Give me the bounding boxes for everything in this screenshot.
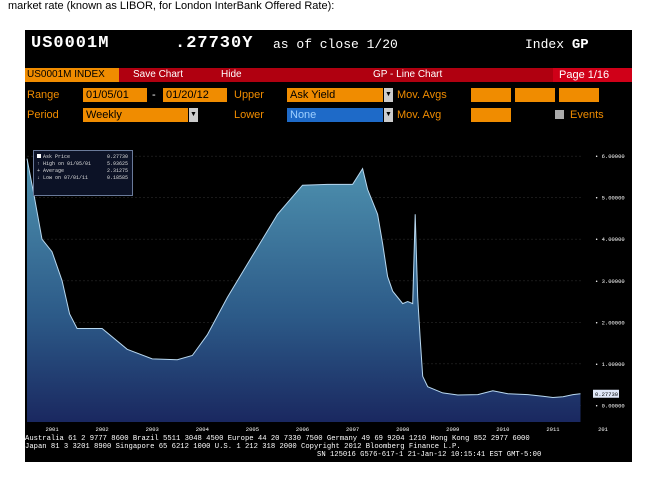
- legend-high: ↑ High on 01/05/01 5.93625: [37, 161, 128, 167]
- y-tick-label: • 2.00000: [595, 319, 625, 326]
- x-tick-label: 2008: [396, 426, 409, 433]
- y-tick-label: • 5.00000: [595, 195, 625, 202]
- save-chart-button[interactable]: Save Chart: [133, 69, 184, 80]
- range-label: Range: [27, 89, 60, 101]
- y-tick-label: • 3.00000: [595, 278, 625, 285]
- page-indicator[interactable]: Page 1/16: [553, 68, 632, 82]
- ticker-symbol: US0001M: [31, 34, 110, 53]
- hide-button[interactable]: Hide: [221, 69, 242, 80]
- range-row: Range 01/05/01 - 01/20/12 Upper Ask Yiel…: [25, 88, 632, 102]
- last-value-tag: [593, 389, 619, 398]
- ticker-price: .27730Y: [175, 34, 254, 53]
- legend-high-label: High on 01/05/01: [43, 161, 92, 167]
- lower-label: Lower: [234, 109, 264, 121]
- legend-low-label: Low on 07/01/11: [43, 175, 89, 181]
- events-label: Events: [570, 109, 604, 121]
- x-tick-label: 2001: [45, 426, 59, 433]
- x-tick-label: 2003: [146, 426, 159, 433]
- legend-average: + Average 2.31275: [37, 168, 128, 174]
- index-label: Index GP: [525, 37, 589, 53]
- x-tick-label: 2011: [546, 426, 560, 433]
- footer-line-3: SN 125016 G576-617-1 21-Jan-12 10:15:41 …: [317, 451, 542, 459]
- page-caption: market rate (known as LIBOR, for London …: [8, 0, 335, 12]
- chart-title: GP - Line Chart: [373, 69, 443, 80]
- period-select[interactable]: Weekly: [83, 108, 188, 122]
- y-tick-label: • 4.00000: [595, 236, 625, 243]
- mov-avg-label: Mov. Avg: [397, 109, 442, 121]
- bloomberg-terminal: US0001M .27730Y as of close 1/20 Index G…: [25, 30, 632, 462]
- x-tick-label: 201: [598, 426, 609, 433]
- upper-dropdown-icon[interactable]: ▼: [384, 88, 393, 102]
- events-checkbox[interactable]: [555, 110, 564, 119]
- lower-select[interactable]: None: [287, 108, 383, 122]
- ticker-header: US0001M .27730Y as of close 1/20 Index G…: [25, 30, 632, 60]
- chart-legend: Ask Price 0.27730 ↑ High on 01/05/01 5.936…: [33, 150, 133, 196]
- ask-price-swatch: [37, 154, 41, 158]
- mov-avg-field-1[interactable]: [471, 88, 511, 102]
- x-tick-label: 2002: [96, 426, 109, 433]
- range-end-field[interactable]: 01/20/12: [163, 88, 227, 102]
- index-text: Index: [525, 37, 565, 52]
- legend-ask-price-label: Ask Price: [43, 154, 71, 160]
- legend-ask-price-value: 0.27730: [106, 154, 128, 160]
- period-label: Period: [27, 109, 59, 121]
- x-tick-label: 2010: [496, 426, 509, 433]
- period-dropdown-icon[interactable]: ▼: [189, 108, 198, 122]
- legend-low: ↓ Low on 07/01/11 0.18585: [37, 175, 128, 181]
- legend-ask-price: Ask Price 0.27730: [37, 154, 129, 161]
- range-separator: -: [152, 89, 156, 101]
- footer-line-1: Australia 61 2 9777 8600 Brazil 5511 304…: [25, 435, 530, 443]
- x-tick-label: 2005: [246, 426, 259, 433]
- legend-low-value: 0.18585: [106, 175, 128, 181]
- as-of-close: as of close 1/20: [273, 37, 398, 52]
- ask-yield-line: [26, 158, 581, 399]
- footer-line-2: Japan 81 3 3201 8900 Singapore 65 6212 1…: [25, 443, 461, 451]
- footer-contacts: Australia 61 2 9777 8600 Brazil 5511 304…: [25, 435, 632, 459]
- x-tick-label: 2009: [446, 426, 459, 433]
- mov-avgs-label: Mov. Avgs: [397, 89, 447, 101]
- index-tab[interactable]: US0001M INDEX: [25, 68, 119, 82]
- x-tick-label: 2007: [346, 426, 359, 433]
- menu-bar: US0001M INDEX Save Chart Hide GP - Line …: [25, 68, 632, 82]
- mov-avg-lower-field[interactable]: [471, 108, 511, 122]
- index-code: GP: [571, 37, 589, 53]
- lower-dropdown-icon[interactable]: ▼: [384, 108, 393, 122]
- y-tick-label: • 6.00000: [595, 153, 625, 160]
- mov-avg-field-3[interactable]: [559, 88, 599, 102]
- y-tick-label: • 1.00000: [595, 361, 625, 368]
- x-tick-label: 2004: [196, 426, 210, 433]
- legend-high-value: 5.93625: [106, 161, 128, 167]
- y-tick-label: • 0.00000: [595, 402, 625, 409]
- legend-average-label: Average: [43, 168, 65, 174]
- period-row: Period Weekly ▼ Lower None ▼ Mov. Avg Ev…: [25, 108, 632, 122]
- ask-yield-area: [27, 158, 581, 422]
- x-tick-label: 2006: [296, 426, 309, 433]
- range-start-field[interactable]: 01/05/01: [83, 88, 147, 102]
- last-value-label: 0.27730: [595, 391, 618, 398]
- upper-label: Upper: [234, 89, 264, 101]
- legend-average-value: 2.31275: [106, 168, 128, 174]
- upper-select[interactable]: Ask Yield: [287, 88, 383, 102]
- libor-line-chart: • 6.00000 • 5.00000 • 4.00000 • 3.00000 • 2.…: [26, 153, 625, 433]
- mov-avg-field-2[interactable]: [515, 88, 555, 102]
